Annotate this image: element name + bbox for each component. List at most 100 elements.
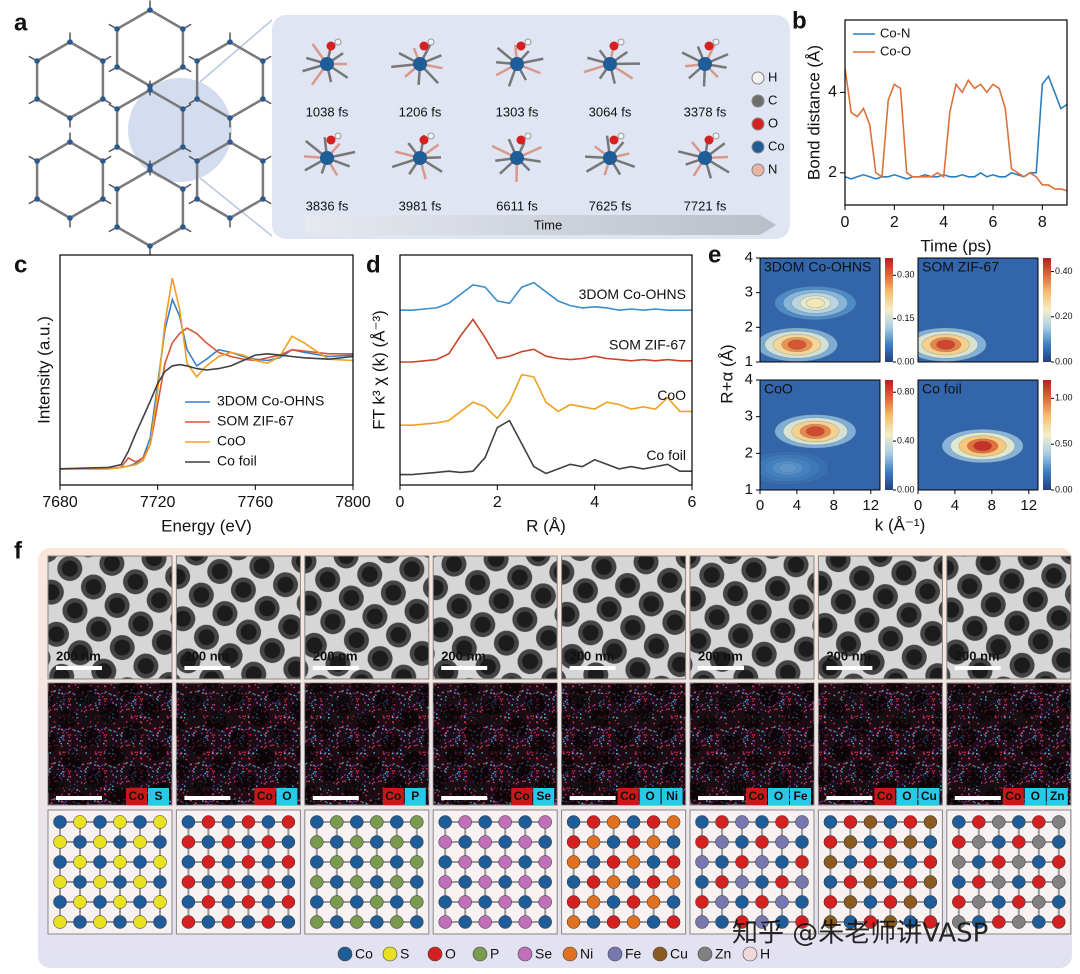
framework-atom — [180, 224, 186, 230]
atom — [153, 855, 167, 869]
contour-peak — [760, 327, 838, 362]
atom — [923, 815, 938, 829]
atom — [478, 875, 492, 889]
atom — [566, 855, 581, 869]
atom — [133, 815, 147, 829]
atom — [410, 855, 424, 869]
atom — [241, 835, 256, 849]
atom-o — [326, 135, 336, 145]
atom — [1032, 855, 1046, 869]
atom — [823, 855, 838, 869]
atom — [370, 915, 384, 929]
atom — [952, 895, 966, 909]
snapshot-time: 1303 fs — [496, 104, 539, 119]
atom — [735, 875, 749, 889]
atom — [952, 815, 966, 829]
framework-atom — [34, 158, 40, 164]
element-box — [639, 788, 661, 805]
atom — [538, 815, 552, 829]
atom-co — [320, 151, 334, 165]
atom — [972, 855, 986, 869]
atom — [903, 895, 918, 909]
atom — [923, 915, 938, 929]
material-name: 3DOM — [441, 691, 484, 708]
panel-label: f — [14, 537, 23, 564]
x-tick-label: 8 — [988, 497, 996, 514]
contour-peak-core — [973, 440, 993, 452]
sem-image — [817, 555, 943, 680]
atom-h — [712, 132, 720, 140]
atom — [992, 915, 1006, 929]
scale-bar-label: 200 nm — [184, 778, 229, 793]
element-label: Co — [749, 789, 765, 803]
structure-cell — [304, 809, 430, 935]
atom — [93, 835, 107, 849]
atom — [972, 895, 986, 909]
y-tick-label: 3 — [745, 284, 753, 301]
x-tick-label: 4 — [793, 497, 801, 514]
atom — [775, 815, 789, 829]
atom — [53, 895, 67, 909]
atom — [390, 875, 404, 889]
atom — [646, 895, 661, 909]
element-label: Zn — [1050, 789, 1065, 803]
atom-co — [698, 57, 712, 71]
atom — [133, 855, 147, 869]
atom — [795, 855, 809, 869]
legend-atom — [337, 946, 353, 962]
atom — [478, 915, 492, 929]
y-axis-label: Bond distance (Å) — [804, 45, 823, 180]
atom — [1032, 915, 1046, 929]
atom — [863, 875, 878, 889]
legend-atom — [562, 946, 578, 962]
scale-bar-label: 200 nm — [56, 648, 101, 663]
structure-cell — [175, 809, 301, 935]
atom — [923, 855, 938, 869]
x-tick-label: 4 — [939, 214, 948, 231]
atom — [458, 835, 472, 849]
contour-peak — [774, 285, 857, 321]
atom — [73, 835, 87, 849]
colorbar-tick-label: 0.40 — [1055, 266, 1073, 276]
legend-atom — [751, 94, 765, 108]
material-name: 3DOM — [955, 691, 998, 708]
atom — [181, 855, 196, 869]
structure-cell — [561, 809, 687, 935]
sem-image — [946, 555, 1072, 680]
colorbar — [885, 258, 893, 362]
time-arrow — [305, 215, 776, 235]
atom — [883, 855, 898, 869]
legend-label: P — [490, 946, 499, 962]
atom — [626, 895, 641, 909]
atom — [1012, 895, 1026, 909]
atom — [538, 835, 552, 849]
element-box — [382, 788, 404, 805]
framework-atom — [114, 186, 120, 192]
snapshot-time: 6611 fs — [496, 198, 538, 213]
line-series — [60, 352, 353, 470]
colorbar-tick-label: 0.00 — [1055, 356, 1073, 366]
atom — [498, 895, 512, 909]
element-box — [874, 788, 896, 805]
series-label: 3DOM Co-OHNS — [579, 286, 686, 302]
element-box — [254, 788, 276, 805]
atom — [606, 875, 621, 889]
legend-label: Co-N — [880, 25, 910, 40]
atom — [626, 815, 641, 829]
y-axis-label: FT k³ χ (k) (Å⁻³) — [369, 310, 388, 430]
x-tick-label: 12 — [1020, 497, 1037, 514]
atom — [518, 895, 532, 909]
eds-pores — [690, 683, 814, 805]
contour-peak-core — [805, 426, 825, 437]
atom-co — [320, 57, 334, 71]
framework-atom — [34, 96, 40, 102]
atom — [1052, 855, 1066, 869]
element-label: S — [154, 789, 162, 803]
atom — [201, 895, 216, 909]
y-tick-label: 2 — [828, 164, 837, 181]
atom — [390, 895, 404, 909]
atom-h — [334, 38, 342, 46]
y-axis-label: Intensity (a.u.) — [34, 316, 53, 424]
atom — [883, 915, 898, 929]
atom — [458, 915, 472, 929]
